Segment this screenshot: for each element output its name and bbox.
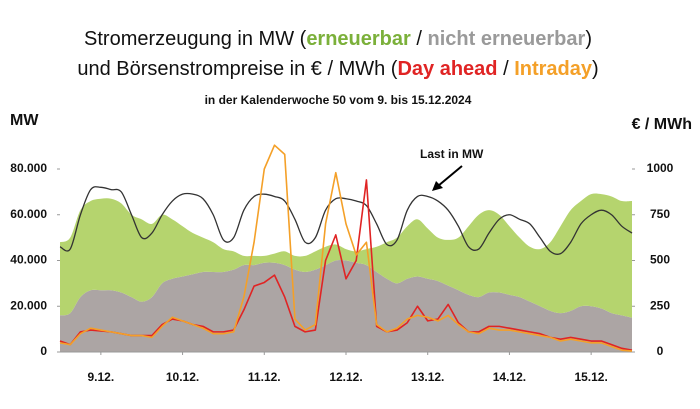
y-tick-label: 60.000 [10,207,47,221]
title-text: ) [585,28,592,50]
y-tick-label: 40.000 [10,253,47,267]
x-tick-label: 12.12. [329,370,362,384]
y2-axis-label: € / MWh [632,116,692,133]
subtitle: in der Kalenderwoche 50 vom 9. bis 15.12… [205,93,472,107]
y2-tick-label: 750 [650,207,670,221]
x-tick-label: 10.12. [166,370,199,384]
y2-tick-label: 1000 [647,161,674,175]
x-tick-label: 11.12. [248,370,281,384]
title-text: ) [592,58,599,80]
y-tick-label: 80.000 [10,161,47,175]
y-axis-label: MW [10,112,39,129]
annotation: Last in MW [420,147,484,161]
plot-area: 0 20.000 40.000 60.000 80.000 0 250 500 750 1000 9… [10,144,674,384]
stacked-area [60,193,632,318]
y2-tick-label: 500 [650,253,670,267]
line-series [59,144,633,352]
y-tick-label: 20.000 [10,298,47,312]
title-text: Stromerzeugung in MW ( [84,28,307,50]
title-line-1: Stromerzeugung in MW (erneuerbar / nicht… [84,28,592,50]
title-text: / [411,28,428,50]
x-tick-label: 14.12. [493,370,526,384]
title-text: / [498,58,515,80]
line-series [59,186,633,255]
title-series: Day ahead [397,58,497,80]
title-text: und Börsenstrompreise in € / MWh ( [77,58,397,80]
line-series [59,179,633,351]
annotation-arrow [437,165,463,187]
x-tick-label: 15.12. [574,370,607,384]
title-line-2: und Börsenstrompreise in € / MWh (Day ah… [77,58,598,80]
annotation-arrowhead [432,181,443,191]
title-series: erneuerbar [306,28,411,50]
title-series: Intraday [514,58,593,80]
title-series: nicht erneuerbar [427,28,585,50]
x-tick-label: 13.12. [411,370,444,384]
y-tick-label: 0 [40,344,47,358]
y2-tick-label: 0 [657,344,664,358]
x-tick-label: 9.12. [88,370,115,384]
y2-tick-label: 250 [650,298,670,312]
